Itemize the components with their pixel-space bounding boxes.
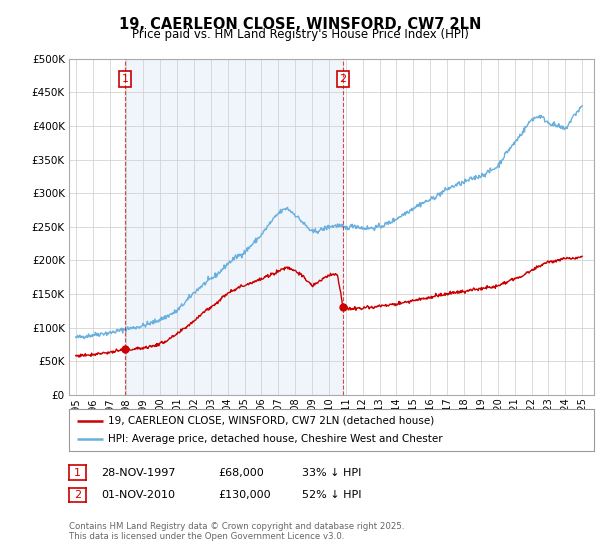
Text: 19, CAERLEON CLOSE, WINSFORD, CW7 2LN (detached house): 19, CAERLEON CLOSE, WINSFORD, CW7 2LN (d… <box>109 416 434 426</box>
Bar <box>125 59 343 395</box>
Text: 19, CAERLEON CLOSE, WINSFORD, CW7 2LN: 19, CAERLEON CLOSE, WINSFORD, CW7 2LN <box>119 17 481 32</box>
Text: £68,000: £68,000 <box>218 468 263 478</box>
Text: 2: 2 <box>74 490 81 500</box>
Text: 1: 1 <box>121 74 128 84</box>
Text: Contains HM Land Registry data © Crown copyright and database right 2025.
This d: Contains HM Land Registry data © Crown c… <box>69 522 404 542</box>
Text: 01-NOV-2010: 01-NOV-2010 <box>101 490 175 500</box>
Text: 52% ↓ HPI: 52% ↓ HPI <box>302 490 361 500</box>
Text: 1: 1 <box>74 468 81 478</box>
Text: £130,000: £130,000 <box>218 490 271 500</box>
Text: Price paid vs. HM Land Registry's House Price Index (HPI): Price paid vs. HM Land Registry's House … <box>131 28 469 41</box>
Text: HPI: Average price, detached house, Cheshire West and Chester: HPI: Average price, detached house, Ches… <box>109 434 443 444</box>
Text: 28-NOV-1997: 28-NOV-1997 <box>101 468 175 478</box>
Text: 33% ↓ HPI: 33% ↓ HPI <box>302 468 361 478</box>
Text: 2: 2 <box>340 74 347 84</box>
